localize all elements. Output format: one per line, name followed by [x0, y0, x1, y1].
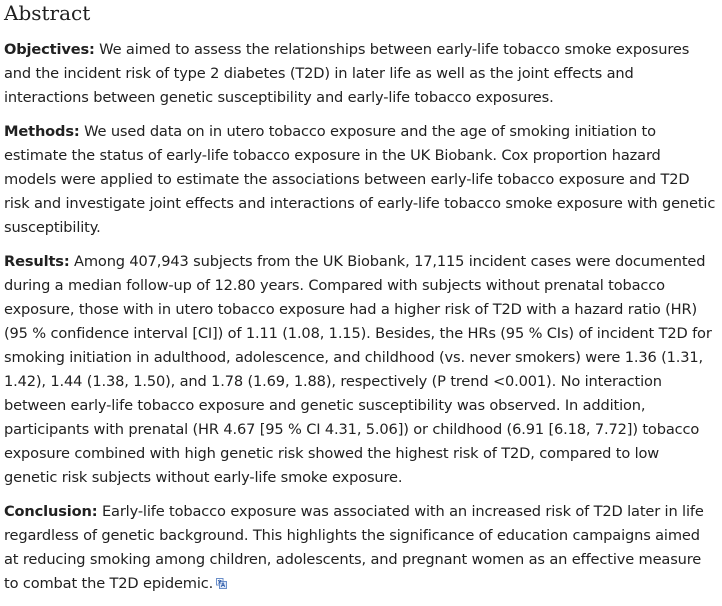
objectives-text: We aimed to assess the relationships bet…	[4, 41, 690, 106]
methods-text: We used data on in utero tobacco exposur…	[4, 123, 716, 236]
conclusion-label: Conclusion:	[4, 503, 98, 520]
conclusion-paragraph: Conclusion: Early-life tobacco exposure …	[4, 500, 716, 596]
methods-label: Methods:	[4, 123, 80, 140]
results-paragraph: Results: Among 407,943 subjects from the…	[4, 250, 716, 490]
objectives-paragraph: Objectives: We aimed to assess the relat…	[4, 38, 716, 110]
objectives-label: Objectives:	[4, 41, 95, 58]
methods-paragraph: Methods: We used data on in utero tobacc…	[4, 120, 716, 240]
abstract-section: Abstract Objectives: We aimed to assess …	[4, 0, 716, 606]
abstract-heading: Abstract	[4, 1, 91, 25]
results-label: Results:	[4, 253, 70, 270]
results-text: Among 407,943 subjects from the UK Bioba…	[4, 253, 712, 486]
